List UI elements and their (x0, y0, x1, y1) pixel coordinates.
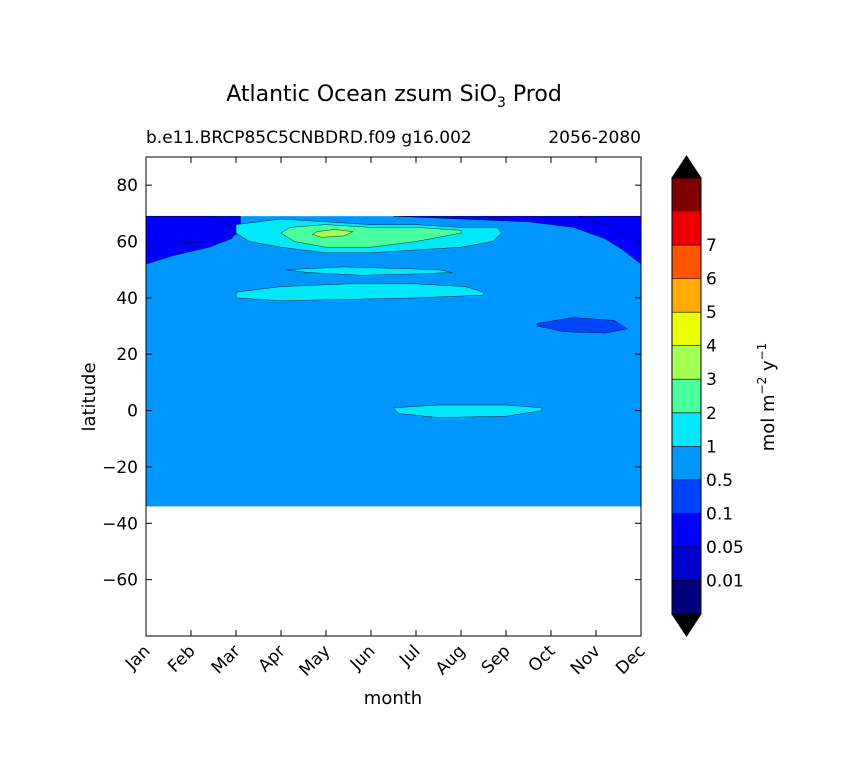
x-tick-label: Jul (395, 641, 424, 670)
y-tick-label: 40 (116, 289, 138, 309)
region-north-high-lat-ne (577, 215, 641, 242)
colorbar-swatch (672, 345, 701, 380)
colorbar-swatch (672, 446, 701, 480)
x-tick-label: Aug (432, 641, 470, 679)
colorbar-tick-label: 1 (706, 437, 717, 457)
colorbar-tick-label: 3 (706, 370, 717, 390)
colorbar-swatch (672, 245, 701, 279)
x-tick-label: Feb (164, 641, 199, 676)
region-north-jun-bloom-2 (280, 224, 462, 248)
y-tick-label: −40 (102, 514, 138, 534)
colorbar-label: mol m−2 y−1 (755, 343, 779, 452)
colorbar-tick-label: 5 (706, 303, 717, 323)
x-tick-label: Dec (612, 641, 649, 678)
colorbar-tick-label: 6 (706, 270, 717, 290)
x-tick-label: May (296, 641, 335, 680)
chart-title: Atlantic Ocean zsum SiO3 Prod (226, 82, 562, 111)
y-tick-label: 60 (116, 233, 138, 253)
x-tick-label: Jun (346, 641, 380, 675)
y-tick-label: −60 (102, 571, 138, 591)
region-mid-lat-band-40N (235, 283, 484, 301)
region-background (146, 216, 641, 507)
chart-subtitle-right: 2056-2080 (548, 128, 641, 148)
colorbar-tick-label: 2 (706, 404, 717, 424)
y-axis: 80 60 40 20 0 −20 −40 −60 (102, 176, 641, 591)
y-axis-label: latitude (79, 362, 100, 431)
colorbar-swatch (672, 513, 701, 547)
colorbar-swatch (672, 278, 701, 313)
colorbar-swatch (672, 178, 701, 212)
x-tick-label: Oct (525, 641, 560, 676)
colorbar-tick-label: 0.05 (706, 538, 744, 558)
y-tick-label: −20 (102, 458, 138, 478)
colorbar-swatch (672, 546, 701, 581)
colorbar-swatch (672, 379, 701, 413)
region-equatorial-band (393, 404, 543, 418)
region-north-high-lat-ne (393, 215, 641, 265)
colorbar-tick-label: 0.1 (706, 504, 733, 524)
colorbar-extend-top (671, 155, 702, 179)
plot-area (146, 215, 641, 507)
colorbar-swatch (672, 312, 701, 346)
y-tick-label: 0 (127, 402, 138, 422)
x-axis-label: month (364, 688, 422, 709)
x-tick-label: Nov (567, 641, 605, 679)
colorbar-frame (671, 177, 702, 615)
region-north-jun-bloom-3 (312, 229, 354, 238)
x-tick-label: Apr (255, 641, 290, 676)
colorbar-tick-label: 0.5 (706, 471, 733, 491)
region-north-high-lat-nw (146, 215, 241, 245)
colorbar-swatch (672, 580, 701, 614)
colorbar-tick-label: 0.01 (706, 571, 744, 591)
x-tick-label: Sep (478, 641, 515, 678)
colorbar-extend-bottom (671, 613, 702, 637)
y-tick-label: 20 (116, 345, 138, 365)
colorbar-swatch (672, 412, 701, 447)
x-tick-label: Mar (208, 641, 245, 678)
region-subtropical-low-oct-nov (537, 317, 629, 334)
colorbar: 0.01 0.05 0.1 0.5 1 2 3 4 5 6 7 (671, 155, 744, 637)
region-north-jun-bloom-1 (285, 266, 453, 276)
plot-frame (145, 156, 642, 637)
colorbar-tick-label: 4 (706, 337, 717, 357)
y-tick-label: 80 (116, 176, 138, 196)
colorbar-swatch (672, 479, 701, 514)
colorbar-swatch (672, 211, 701, 246)
colorbar-tick-label: 7 (706, 236, 717, 256)
chart-subtitle-left: b.e11.BRCP85C5CNBDRD.f09 g16.002 (146, 128, 472, 148)
x-tick-label: Jan (121, 641, 154, 674)
